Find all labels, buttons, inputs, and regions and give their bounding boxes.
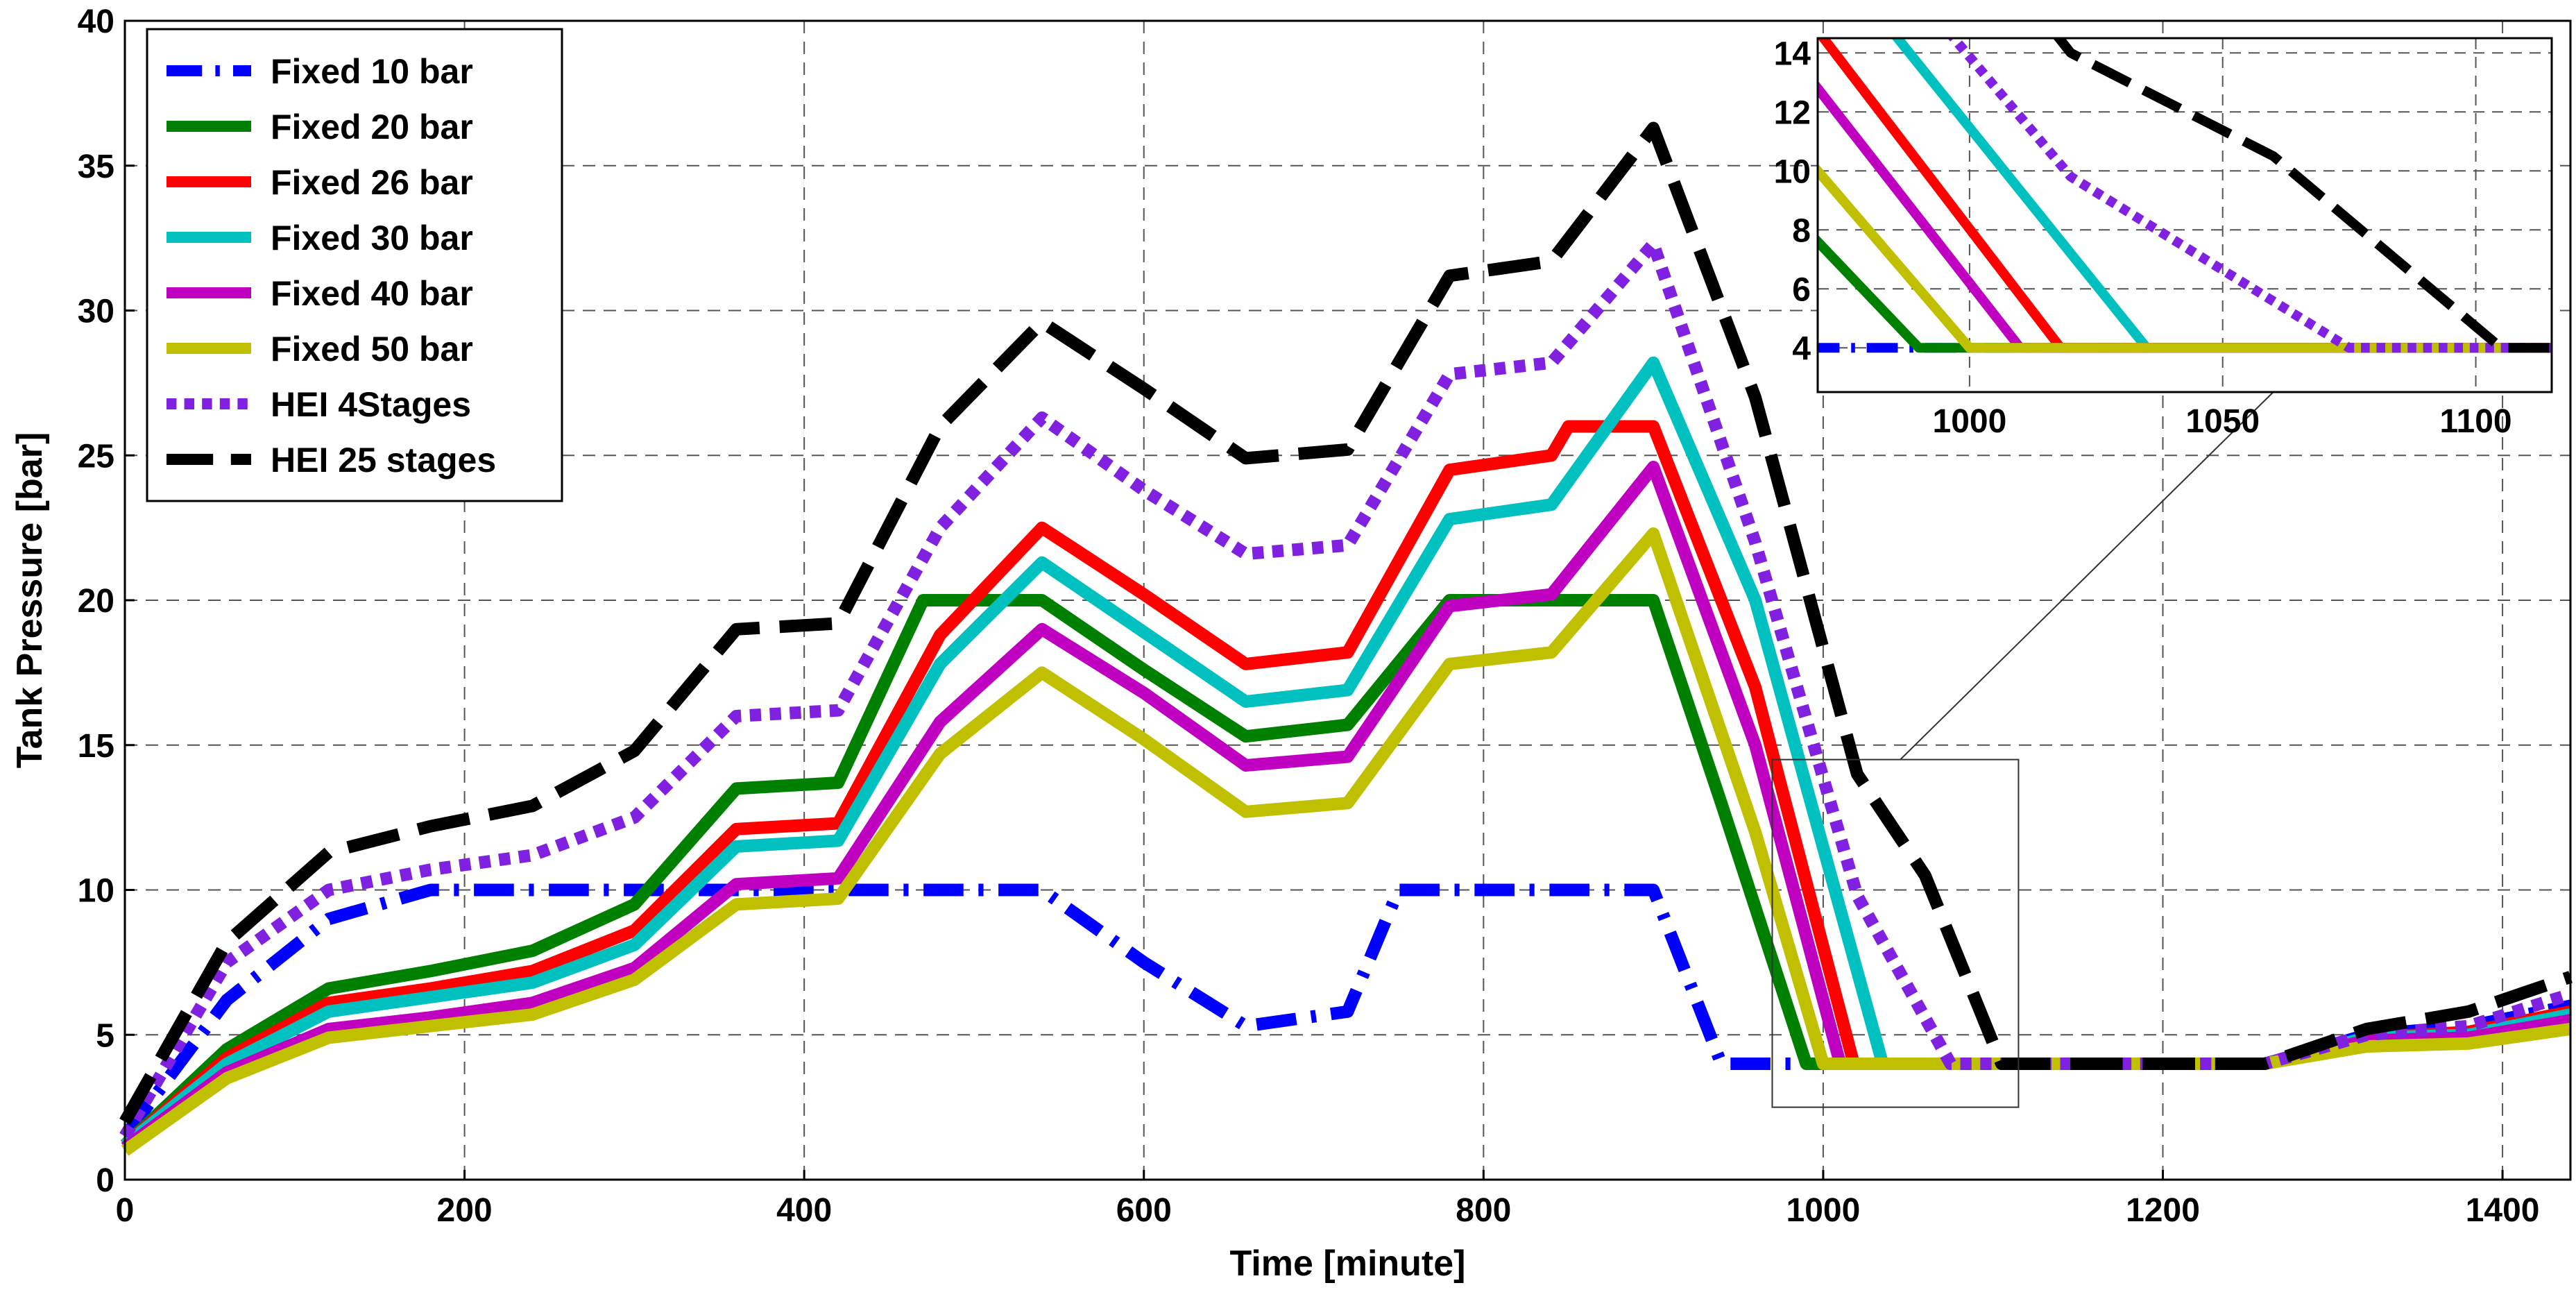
legend-label: Fixed 26 bar [271,163,473,202]
inset-y-tick-label: 6 [1792,271,1811,308]
zoom-region-box [1771,391,2274,1108]
y-axis-label: Tank Pressure [bar] [10,432,50,769]
main-y-tick-label: 5 [96,1017,114,1054]
legend-label: Fixed 10 bar [271,52,473,91]
main-series-0 [119,883,2572,1140]
inset-y-tick-label: 12 [1774,94,1811,131]
inset-frame [1816,37,2553,393]
inset-y-tick-label: 8 [1792,212,1811,249]
main-x-tick-label: 600 [1116,1192,1172,1229]
main-x-tick-label: 800 [1456,1192,1511,1229]
main-series-layer [119,121,2573,1156]
main-y-tick-label: 0 [96,1162,114,1199]
main-y-ticks: 0 5 10 15 20 25 30 35 40 [78,3,135,1199]
legend-label: HEI 4Stages [271,385,471,424]
inset-x-tick-label: 1100 [2439,403,2511,440]
inset-x-tick-label: 1050 [2185,403,2260,440]
inset-y-tick-label: 10 [1774,153,1811,190]
legend: Fixed 10 bar Fixed 20 bar Fixed 26 bar Fixe… [146,28,563,502]
legend-label: Fixed 20 bar [271,108,473,146]
legend-label: Fixed 50 bar [271,330,473,368]
main-y-tick-label: 15 [78,728,114,765]
legend-label: HEI 25 stages [271,441,496,479]
main-y-tick-label: 25 [78,438,114,475]
main-y-tick-label: 35 [78,148,114,185]
main-y-tick-label: 20 [78,583,114,620]
main-x-tick-label: 400 [776,1192,832,1229]
legend-box [146,28,563,502]
zoom-connector-line [1900,391,2274,761]
main-x-tick-label: 1400 [2466,1192,2540,1229]
inset-background [1818,38,2552,392]
zoom-rectangle [1771,758,2020,1108]
legend-label: Fixed 40 bar [271,274,473,313]
main-y-tick-label: 30 [78,294,114,330]
inset-y-tick-label: 14 [1774,35,1811,72]
main-series-7 [119,121,2573,1125]
legend-label: Fixed 30 bar [271,219,473,257]
inset-y-tick-label: 4 [1792,330,1811,367]
main-x-tick-label: 0 [116,1192,135,1229]
main-x-tick-label: 1200 [2126,1192,2200,1229]
main-y-tick-label: 10 [78,873,114,910]
main-x-tick-label: 200 [437,1192,493,1229]
inset-x-tick-label: 1000 [1933,403,2007,440]
main-y-tick-label: 40 [78,3,114,40]
main-x-ticks: 0 200 400 600 800 1000 1200 1400 [116,1170,2540,1229]
inset-zoom-plot: 1000 1050 1100 4 6 8 10 12 14 [1774,35,2553,440]
main-x-tick-label: 1000 [1786,1192,1861,1229]
x-axis-label: Time [minute] [1230,1243,1466,1284]
